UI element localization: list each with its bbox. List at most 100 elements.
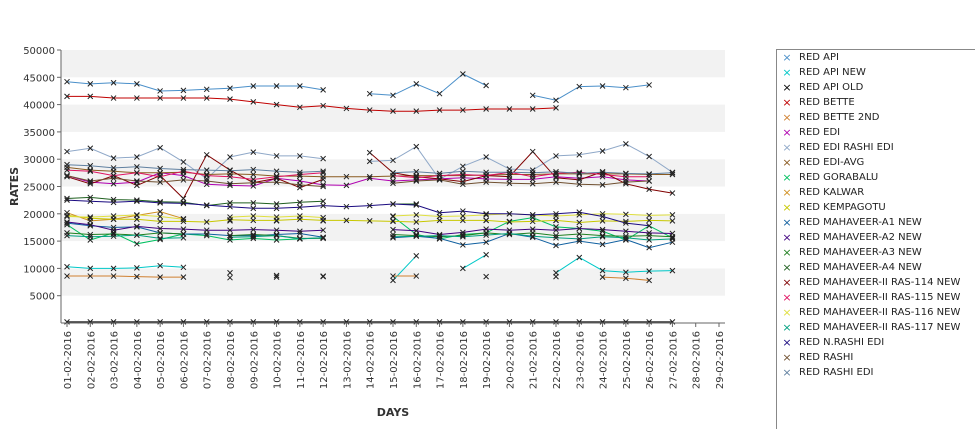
- data-point: [483, 154, 489, 160]
- data-point: [64, 93, 70, 100]
- data-point: [599, 213, 606, 220]
- data-point: [110, 175, 117, 182]
- data-point: [343, 105, 350, 112]
- data-point: [553, 234, 559, 241]
- x-tick-label: 25-02-2016: [622, 331, 633, 389]
- legend-label: RED RASHI EDI: [799, 367, 874, 378]
- data-point: [553, 153, 559, 159]
- data-point: [227, 173, 233, 180]
- data-point: [483, 82, 489, 89]
- data-point: [157, 95, 163, 101]
- data-point: [64, 212, 70, 219]
- legend-item: × RED RASHI: [777, 350, 975, 365]
- y-tick-label: 35000: [23, 128, 55, 139]
- data-point: [436, 231, 443, 238]
- data-point: [599, 232, 606, 239]
- legend-label: RED API OLD: [799, 82, 864, 93]
- y-tick-label: 20000: [23, 210, 55, 221]
- data-point: [180, 216, 187, 223]
- data-point: [227, 85, 233, 92]
- legend-label: RED MAHAVEER-A4 NEW: [799, 262, 922, 273]
- data-point: [483, 179, 489, 185]
- data-point: [343, 173, 350, 180]
- data-point: [320, 182, 326, 188]
- data-point: [529, 171, 536, 178]
- data-point: [87, 80, 94, 87]
- data-point: [390, 157, 396, 164]
- data-point: [157, 319, 163, 325]
- data-point: [320, 273, 326, 280]
- data-point: [506, 169, 513, 176]
- data-point: [273, 232, 280, 239]
- data-point: [227, 234, 233, 241]
- data-point: [576, 225, 583, 232]
- data-point: [390, 277, 396, 284]
- legend-item: × RED GORABALU: [777, 170, 975, 185]
- y-tick-label: 10000: [23, 264, 55, 275]
- data-point: [273, 168, 280, 175]
- data-point: [576, 83, 583, 90]
- data-point: [157, 208, 163, 215]
- x-tick-label: 16-02-2016: [412, 331, 423, 389]
- data-point: [110, 265, 117, 272]
- data-point: [529, 218, 536, 225]
- data-point: [646, 212, 652, 219]
- data-point: [227, 154, 233, 160]
- data-point: [460, 242, 466, 248]
- data-point: [483, 230, 489, 236]
- data-point: [134, 95, 140, 101]
- data-point: [646, 217, 652, 224]
- data-point: [64, 195, 70, 202]
- data-point: [157, 88, 163, 94]
- data-point: [599, 182, 606, 188]
- data-point: [157, 200, 163, 206]
- data-point: [250, 205, 257, 212]
- data-point: [180, 319, 187, 325]
- data-point: [343, 319, 350, 325]
- data-point: [366, 202, 373, 209]
- data-point: [553, 213, 559, 219]
- data-point: [599, 267, 606, 274]
- x-tick-label: 20-02-2016: [505, 331, 516, 389]
- data-point: [669, 171, 676, 178]
- data-point: [646, 222, 652, 229]
- data-point: [553, 210, 559, 217]
- data-point: [110, 231, 117, 237]
- data-point: [273, 205, 280, 212]
- series-line: [66, 172, 650, 187]
- data-point: [483, 239, 489, 246]
- data-point: [110, 165, 117, 171]
- data-point: [134, 223, 140, 230]
- data-point: [436, 209, 443, 216]
- legend-marker-icon: ×: [782, 246, 792, 259]
- legend-item: × RED MAHAVEER-A3 NEW: [777, 245, 975, 260]
- data-point: [483, 319, 489, 325]
- data-point: [646, 232, 652, 239]
- data-point: [646, 186, 652, 193]
- data-point: [297, 199, 303, 206]
- data-point: [157, 213, 163, 220]
- data-point: [134, 163, 140, 170]
- data-point: [460, 319, 466, 325]
- data-point: [227, 96, 233, 102]
- legend-marker-icon: ×: [782, 171, 792, 184]
- x-tick-label: 26-02-2016: [645, 331, 656, 389]
- data-point: [553, 232, 559, 239]
- legend-marker-icon: ×: [782, 126, 792, 139]
- data-point: [250, 231, 257, 238]
- y-tick-label: 45000: [23, 73, 55, 84]
- data-point: [227, 232, 233, 239]
- data-point: [366, 158, 373, 165]
- data-point: [87, 231, 94, 238]
- y-axis-title: RATES: [8, 167, 21, 206]
- legend-item: × RED MAHAVEER-A2 NEW: [777, 230, 975, 245]
- legend-label: RED RASHI: [799, 352, 854, 363]
- x-tick-label: 02-02-2016: [86, 331, 97, 389]
- data-point: [203, 202, 210, 208]
- x-tick-label: 15-02-2016: [389, 331, 400, 389]
- data-point: [87, 167, 94, 173]
- data-point: [64, 161, 70, 168]
- data-point: [250, 319, 257, 325]
- data-point: [87, 178, 94, 184]
- data-point: [320, 176, 326, 183]
